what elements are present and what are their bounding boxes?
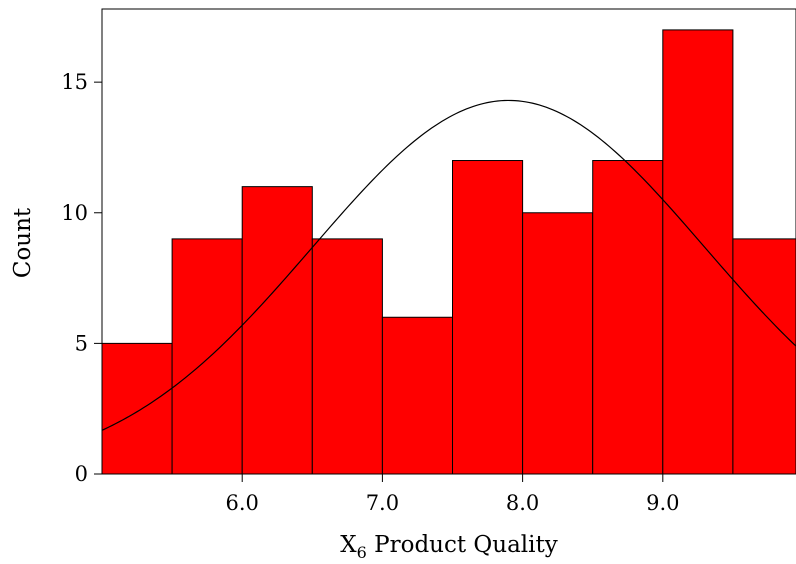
histogram-bar	[452, 160, 524, 475]
x-tick-label: 9.0	[646, 491, 679, 515]
normal-density-curve	[101, 99, 796, 431]
x-tick-label: 8.0	[506, 491, 539, 515]
x-tick-label: 6.0	[225, 491, 258, 515]
x-axis-label-rest: Product Quality	[367, 532, 558, 558]
x-axis-label-subscript: 6	[357, 543, 367, 562]
plot-frame	[101, 8, 796, 475]
y-tick-label: 10	[61, 201, 88, 225]
histogram-bar	[381, 316, 454, 475]
histogram-bar	[732, 238, 796, 475]
y-tick-label: 15	[61, 70, 88, 94]
y-tick-label: 5	[75, 331, 88, 355]
histogram-bar	[101, 342, 173, 475]
x-axis-label-main: X	[340, 532, 357, 558]
x-axis-label: X6 Product Quality	[340, 532, 558, 562]
y-tick-label: 0	[75, 462, 88, 486]
histogram-bar	[662, 29, 734, 475]
y-axis: 0 5 10 15	[61, 70, 102, 486]
y-axis-label: Count	[10, 207, 36, 278]
x-axis: 6.0 7.0 8.0 9.0	[225, 474, 680, 515]
histogram-bar	[592, 160, 664, 475]
histogram-bar	[241, 186, 313, 475]
histogram-bar	[311, 238, 383, 475]
histogram-bar	[171, 238, 243, 475]
histogram-bars	[101, 29, 796, 475]
histogram-bar	[522, 212, 594, 475]
x-tick-label: 7.0	[366, 491, 399, 515]
